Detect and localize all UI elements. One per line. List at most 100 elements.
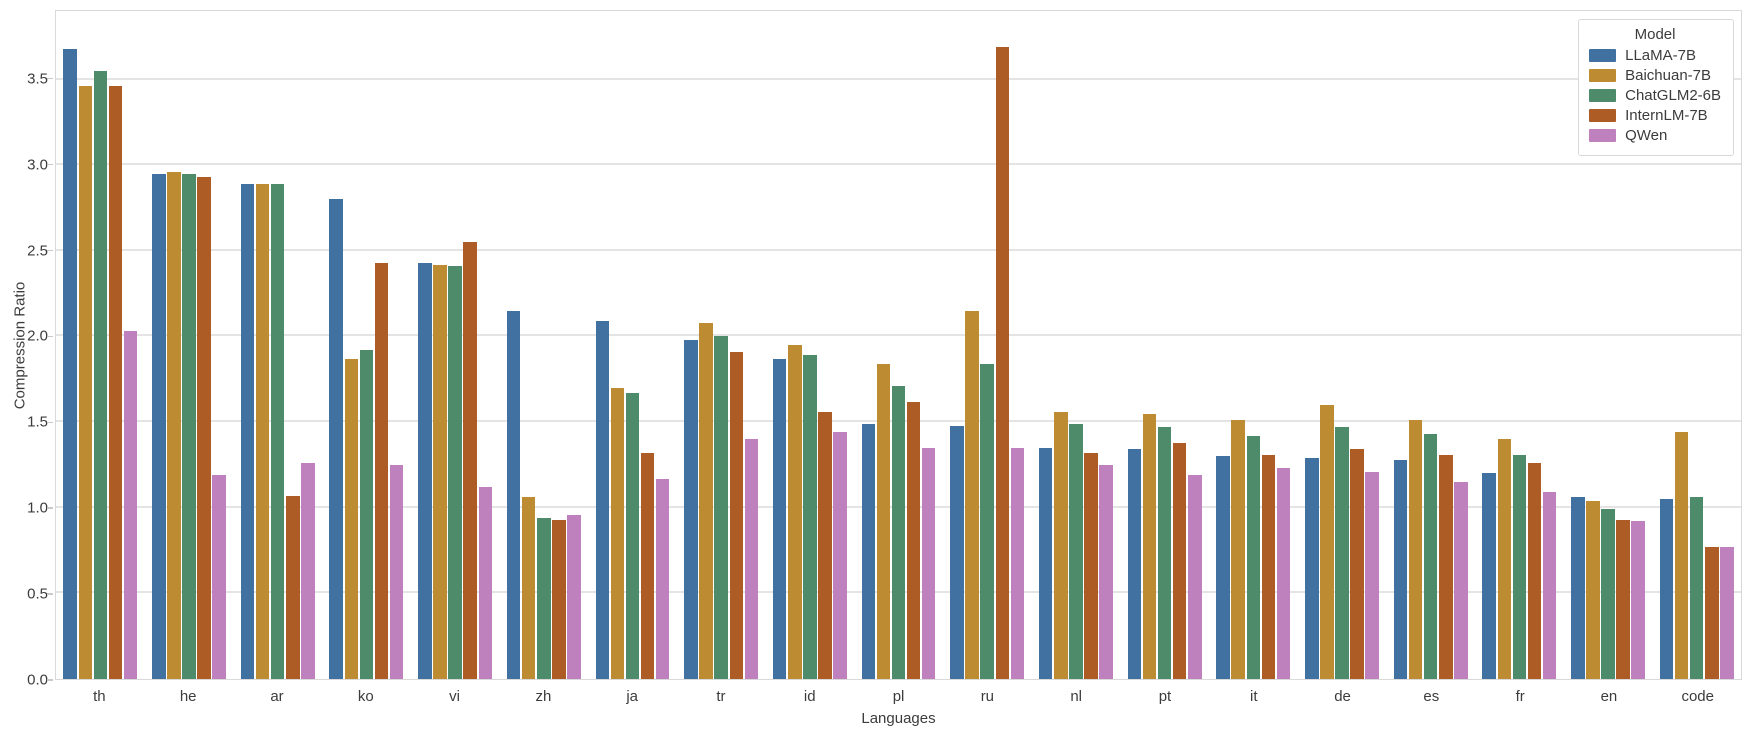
bar-pt-LLaMA-7B bbox=[1127, 449, 1142, 679]
bar-zh-ChatGLM2-6B bbox=[537, 518, 551, 679]
x-axis-title: Languages bbox=[861, 710, 936, 727]
x-tick-label-tr: tr bbox=[716, 688, 726, 705]
bar-ko-ChatGLM2-6B bbox=[359, 350, 374, 679]
bar-group-es bbox=[1386, 11, 1475, 679]
bar-zh-Baichuan-7B bbox=[521, 497, 536, 679]
bar-pt-QWen bbox=[1188, 475, 1202, 679]
y-tick-label: 2.5 bbox=[27, 242, 48, 259]
bar-ru-InternLM-7B bbox=[995, 46, 1010, 679]
bar-tr-InternLM-7B bbox=[729, 351, 743, 679]
bar-group-ja bbox=[588, 11, 677, 679]
x-tick-label-es: es bbox=[1423, 688, 1440, 705]
legend-label: InternLM-7B bbox=[1625, 107, 1708, 124]
bar-code-LLaMA-7B bbox=[1659, 499, 1674, 679]
y-tick-label: 2.0 bbox=[27, 327, 48, 345]
bar-en-LLaMA-7B bbox=[1571, 497, 1585, 679]
bar-pt-Baichuan-7B bbox=[1142, 413, 1157, 679]
legend-swatch-ChatGLM2-6B bbox=[1589, 89, 1617, 102]
bar-pt-ChatGLM2-6B bbox=[1157, 427, 1172, 679]
plot-area: Model LLaMA-7B Baichuan-7B ChatGLM2-6B Inte… bbox=[55, 10, 1742, 680]
y-tick-mark bbox=[47, 593, 53, 595]
bar-es-ChatGLM2-6B bbox=[1423, 434, 1438, 679]
y-tick-label: 1.0 bbox=[27, 499, 48, 517]
x-tick-label-id: id bbox=[803, 688, 816, 705]
legend-label: Baichuan-7B bbox=[1625, 67, 1712, 84]
bar-group-id bbox=[766, 11, 855, 679]
legend-items: LLaMA-7B Baichuan-7B ChatGLM2-6B InternLM-7… bbox=[1589, 47, 1721, 144]
bar-ru-LLaMA-7B bbox=[950, 425, 964, 679]
bar-de-LLaMA-7B bbox=[1305, 458, 1319, 679]
y-tick-label: 0.0 bbox=[27, 671, 48, 689]
bar-ko-LLaMA-7B bbox=[329, 199, 343, 679]
y-tick-mark bbox=[47, 77, 53, 80]
bar-code-InternLM-7B bbox=[1705, 547, 1719, 679]
bar-tr-QWen bbox=[744, 439, 759, 679]
bar-ar-LLaMA-7B bbox=[240, 184, 255, 679]
bar-groups bbox=[56, 11, 1741, 679]
bar-en-ChatGLM2-6B bbox=[1601, 509, 1615, 679]
bar-en-QWen bbox=[1631, 521, 1645, 679]
bar-nl-ChatGLM2-6B bbox=[1069, 423, 1083, 679]
legend-title: Model bbox=[1634, 26, 1676, 43]
x-tick-label-vi: vi bbox=[449, 688, 460, 705]
y-axis-title: Compression Ratio bbox=[11, 281, 29, 410]
y-tick-mark bbox=[47, 335, 53, 338]
bar-vi-ChatGLM2-6B bbox=[448, 266, 462, 679]
x-tick-label-th: th bbox=[93, 688, 106, 705]
bar-it-QWen bbox=[1276, 468, 1291, 679]
bar-pt-InternLM-7B bbox=[1172, 442, 1187, 679]
bar-ja-Baichuan-7B bbox=[610, 387, 625, 679]
bar-de-Baichuan-7B bbox=[1320, 404, 1334, 679]
bar-nl-Baichuan-7B bbox=[1054, 411, 1068, 679]
bar-pl-ChatGLM2-6B bbox=[891, 386, 906, 679]
bar-ar-InternLM-7B bbox=[286, 495, 300, 679]
y-tick-mark bbox=[47, 249, 53, 252]
bar-fr-Baichuan-7B bbox=[1497, 439, 1511, 679]
bar-ja-QWen bbox=[655, 478, 670, 679]
y-tick-mark bbox=[47, 421, 53, 424]
legend-item-QWen: QWen bbox=[1589, 127, 1721, 144]
bar-ru-QWen bbox=[1010, 447, 1025, 679]
bar-es-InternLM-7B bbox=[1439, 454, 1453, 679]
bar-th-QWen bbox=[123, 331, 138, 679]
bar-pl-QWen bbox=[921, 447, 936, 679]
bar-ar-QWen bbox=[301, 463, 315, 679]
bar-code-ChatGLM2-6B bbox=[1689, 497, 1704, 679]
bar-code-Baichuan-7B bbox=[1674, 432, 1689, 679]
gridline-y-2.5 bbox=[56, 248, 1741, 251]
bar-group-zh bbox=[499, 11, 588, 679]
bar-nl-QWen bbox=[1099, 464, 1113, 679]
bar-ko-QWen bbox=[389, 464, 404, 679]
bar-group-ar bbox=[233, 11, 322, 679]
bar-id-QWen bbox=[833, 432, 847, 679]
y-tick-label: 0.5 bbox=[27, 585, 48, 603]
legend-label: LLaMA-7B bbox=[1625, 47, 1696, 64]
x-tick-label-ja: ja bbox=[626, 688, 639, 705]
bar-group-nl bbox=[1032, 11, 1121, 679]
bar-es-Baichuan-7B bbox=[1408, 420, 1423, 679]
bar-ru-Baichuan-7B bbox=[965, 310, 979, 679]
bar-he-LLaMA-7B bbox=[152, 173, 166, 679]
bar-zh-InternLM-7B bbox=[552, 519, 566, 679]
y-tick-label: 1.5 bbox=[27, 413, 48, 431]
bar-fr-InternLM-7B bbox=[1527, 463, 1542, 679]
bar-fr-ChatGLM2-6B bbox=[1512, 454, 1527, 679]
bar-th-InternLM-7B bbox=[108, 86, 123, 679]
bar-group-fr bbox=[1475, 11, 1564, 679]
bar-id-Baichuan-7B bbox=[788, 345, 802, 679]
x-tick-label-fr: fr bbox=[1515, 688, 1525, 705]
bar-ja-ChatGLM2-6B bbox=[625, 392, 640, 679]
bar-group-it bbox=[1209, 11, 1298, 679]
gridline-y-3.0 bbox=[56, 163, 1741, 166]
bar-th-ChatGLM2-6B bbox=[93, 70, 108, 679]
bar-pl-InternLM-7B bbox=[906, 401, 921, 679]
bar-vi-Baichuan-7B bbox=[433, 264, 447, 679]
bar-ar-ChatGLM2-6B bbox=[270, 184, 285, 679]
legend-item-Baichuan-7B: Baichuan-7B bbox=[1589, 67, 1721, 84]
bar-he-QWen bbox=[212, 475, 226, 679]
bar-fr-LLaMA-7B bbox=[1482, 473, 1496, 679]
gridline-y-2.0 bbox=[56, 334, 1741, 337]
bar-group-ko bbox=[322, 11, 411, 679]
legend: Model LLaMA-7B Baichuan-7B ChatGLM2-6B Inte… bbox=[1578, 19, 1734, 156]
